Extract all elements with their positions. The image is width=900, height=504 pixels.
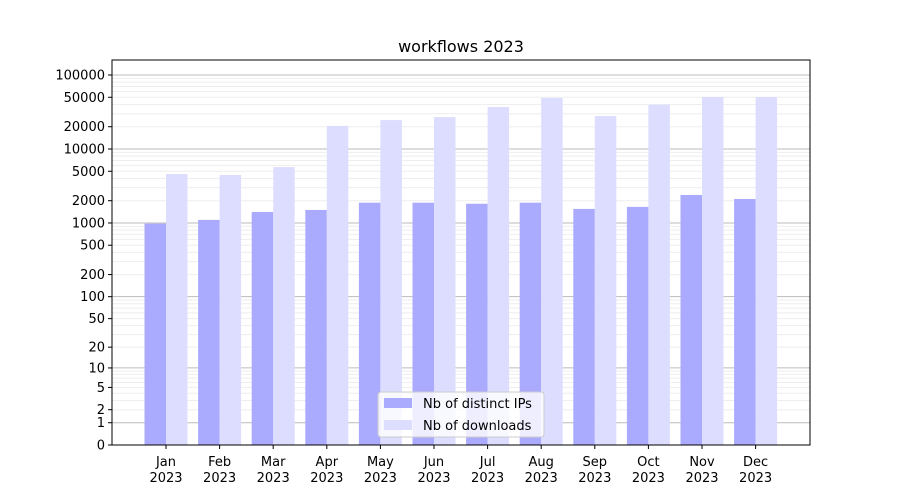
x-tick-label: Nov 2023 <box>685 455 718 486</box>
y-tick-label: 2 <box>97 403 105 418</box>
bar-ips <box>466 203 488 445</box>
x-tick-label: Jan 2023 <box>149 455 182 486</box>
bar-ips <box>519 202 542 445</box>
y-tick-label: 50000 <box>64 91 105 106</box>
legend-swatch <box>384 398 412 408</box>
bar-downloads <box>702 96 724 445</box>
bar-downloads <box>541 97 563 445</box>
bar-ips <box>305 209 327 445</box>
bar-ips <box>358 202 381 445</box>
x-tick-label: Dec 2023 <box>739 455 772 486</box>
y-tick-label: 100000 <box>55 68 105 83</box>
bar-ips <box>412 202 434 445</box>
bar-downloads <box>380 120 402 446</box>
x-tick-label: Sep 2023 <box>578 455 611 486</box>
y-tick-label: 2000 <box>72 194 105 209</box>
bar-downloads <box>434 117 456 446</box>
y-tick-label: 10 <box>88 361 105 376</box>
bar-ips <box>251 211 274 445</box>
bar-downloads <box>326 125 349 445</box>
bar-downloads <box>487 106 510 445</box>
bar-ips <box>734 198 756 445</box>
y-tick-label: 5 <box>97 381 105 396</box>
bar-downloads <box>755 96 778 445</box>
x-tick-label: Jul 2023 <box>471 455 504 486</box>
y-tick-label: 20000 <box>64 120 105 135</box>
bar-ips <box>573 208 595 445</box>
legend-label: Nb of distinct IPs <box>423 397 532 412</box>
bar-downloads <box>648 104 670 445</box>
x-tick-label: Apr 2023 <box>310 455 343 486</box>
x-tick-label: Aug 2023 <box>525 455 558 486</box>
legend-label: Nb of downloads <box>423 419 532 434</box>
bar-ips <box>680 194 702 445</box>
legend-swatch <box>384 420 412 430</box>
y-tick-label: 1000 <box>72 216 105 231</box>
plot-frame <box>111 59 811 446</box>
y-tick-label: 50 <box>88 312 105 327</box>
bar-ips <box>198 219 220 445</box>
y-tick-label: 200 <box>80 268 105 283</box>
bar-downloads <box>219 175 242 445</box>
legend <box>377 391 545 438</box>
y-tick-label: 1 <box>97 416 105 431</box>
y-tick-label: 10000 <box>64 142 105 157</box>
x-tick-label: Mar 2023 <box>257 455 290 486</box>
y-tick-label: 0 <box>97 439 105 454</box>
y-tick-label: 500 <box>80 239 105 254</box>
bar-downloads <box>166 173 188 446</box>
x-tick-label: Jun 2023 <box>417 455 450 486</box>
y-tick-label: 20 <box>88 341 105 356</box>
bar-ips <box>144 223 166 445</box>
bar-downloads <box>273 167 295 445</box>
bar-downloads <box>594 116 617 445</box>
x-tick-label: May 2023 <box>364 455 397 486</box>
x-tick-label: Feb 2023 <box>203 455 236 486</box>
chart-title: workflows 2023 <box>398 37 524 56</box>
bar-ips <box>626 206 649 445</box>
y-tick-label: 100 <box>80 290 105 305</box>
y-tick-label: 5000 <box>72 165 105 180</box>
x-tick-label: Oct 2023 <box>632 455 665 486</box>
